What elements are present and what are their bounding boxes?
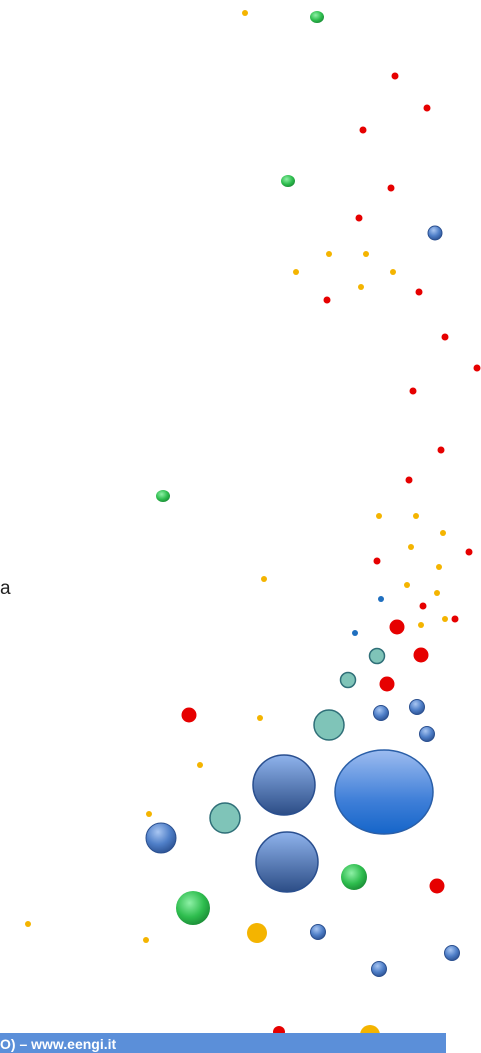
small-orange-dot: [408, 544, 414, 550]
small-orange-dot: [257, 715, 263, 721]
small-orange-dot: [404, 582, 410, 588]
small-red-dot: [323, 296, 331, 304]
footer-website-text: O) – www.eengi.it: [0, 1036, 117, 1052]
small-orange-dot: [146, 811, 152, 817]
teal-sphere: [368, 647, 386, 665]
blue-sphere: [427, 225, 443, 241]
big-red-dot: [389, 619, 405, 635]
blue-sphere: [409, 699, 425, 715]
blue-sphere: [371, 961, 387, 977]
small-red-dot: [437, 446, 445, 454]
largest-blue-sphere: [334, 749, 434, 835]
small-red-dot: [415, 288, 423, 296]
small-red-dot: [441, 333, 449, 341]
big-red-dot: [181, 707, 197, 723]
small-orange-dot: [326, 251, 332, 257]
small-orange-dot: [440, 530, 446, 536]
small-orange-dot: [363, 251, 369, 257]
small-orange-dot: [25, 921, 31, 927]
small-orange-dot: [418, 622, 424, 628]
big-red-dot: [429, 878, 445, 894]
small-orange-dot: [358, 284, 364, 290]
blue-sphere: [444, 945, 460, 961]
large-blue-sphere: [255, 831, 319, 893]
big-orange-dot: [247, 923, 267, 943]
big-red-dot: [413, 647, 429, 663]
teal-sphere: [313, 709, 345, 741]
teal-sphere: [209, 802, 241, 834]
green-sphere: [310, 11, 324, 23]
small-red-dot: [359, 126, 367, 134]
big-red-dot: [379, 676, 395, 692]
small-red-dot: [391, 72, 399, 80]
stray-text-fragment: a: [0, 578, 11, 599]
small-orange-dot: [436, 564, 442, 570]
small-dark-blue-dot: [352, 630, 358, 636]
small-orange-dot: [261, 576, 267, 582]
small-orange-dot: [434, 590, 440, 596]
teal-sphere: [339, 671, 357, 689]
small-red-dot: [419, 602, 427, 610]
small-orange-dot: [390, 269, 396, 275]
small-orange-dot: [413, 513, 419, 519]
blue-sphere: [419, 726, 435, 742]
small-orange-dot: [197, 762, 203, 768]
footer-bar: [0, 1033, 446, 1053]
small-red-dot: [451, 615, 459, 623]
blue-sphere: [145, 822, 177, 854]
small-orange-dot: [442, 616, 448, 622]
small-orange-dot: [376, 513, 382, 519]
small-red-dot: [409, 387, 417, 395]
small-orange-dot: [293, 269, 299, 275]
blue-sphere: [310, 924, 326, 940]
small-orange-dot: [143, 937, 149, 943]
green-sphere: [341, 864, 367, 890]
small-red-dot: [465, 548, 473, 556]
green-sphere: [176, 891, 210, 925]
small-red-dot: [387, 184, 395, 192]
green-sphere: [156, 490, 170, 502]
small-red-dot: [373, 557, 381, 565]
blue-sphere: [373, 705, 389, 721]
small-red-dot: [405, 476, 413, 484]
small-red-dot: [473, 364, 481, 372]
small-dark-blue-dot: [378, 596, 384, 602]
large-blue-sphere: [252, 754, 316, 816]
small-orange-dot: [242, 10, 248, 16]
small-red-dot: [423, 104, 431, 112]
small-red-dot: [355, 214, 363, 222]
green-sphere: [281, 175, 295, 187]
